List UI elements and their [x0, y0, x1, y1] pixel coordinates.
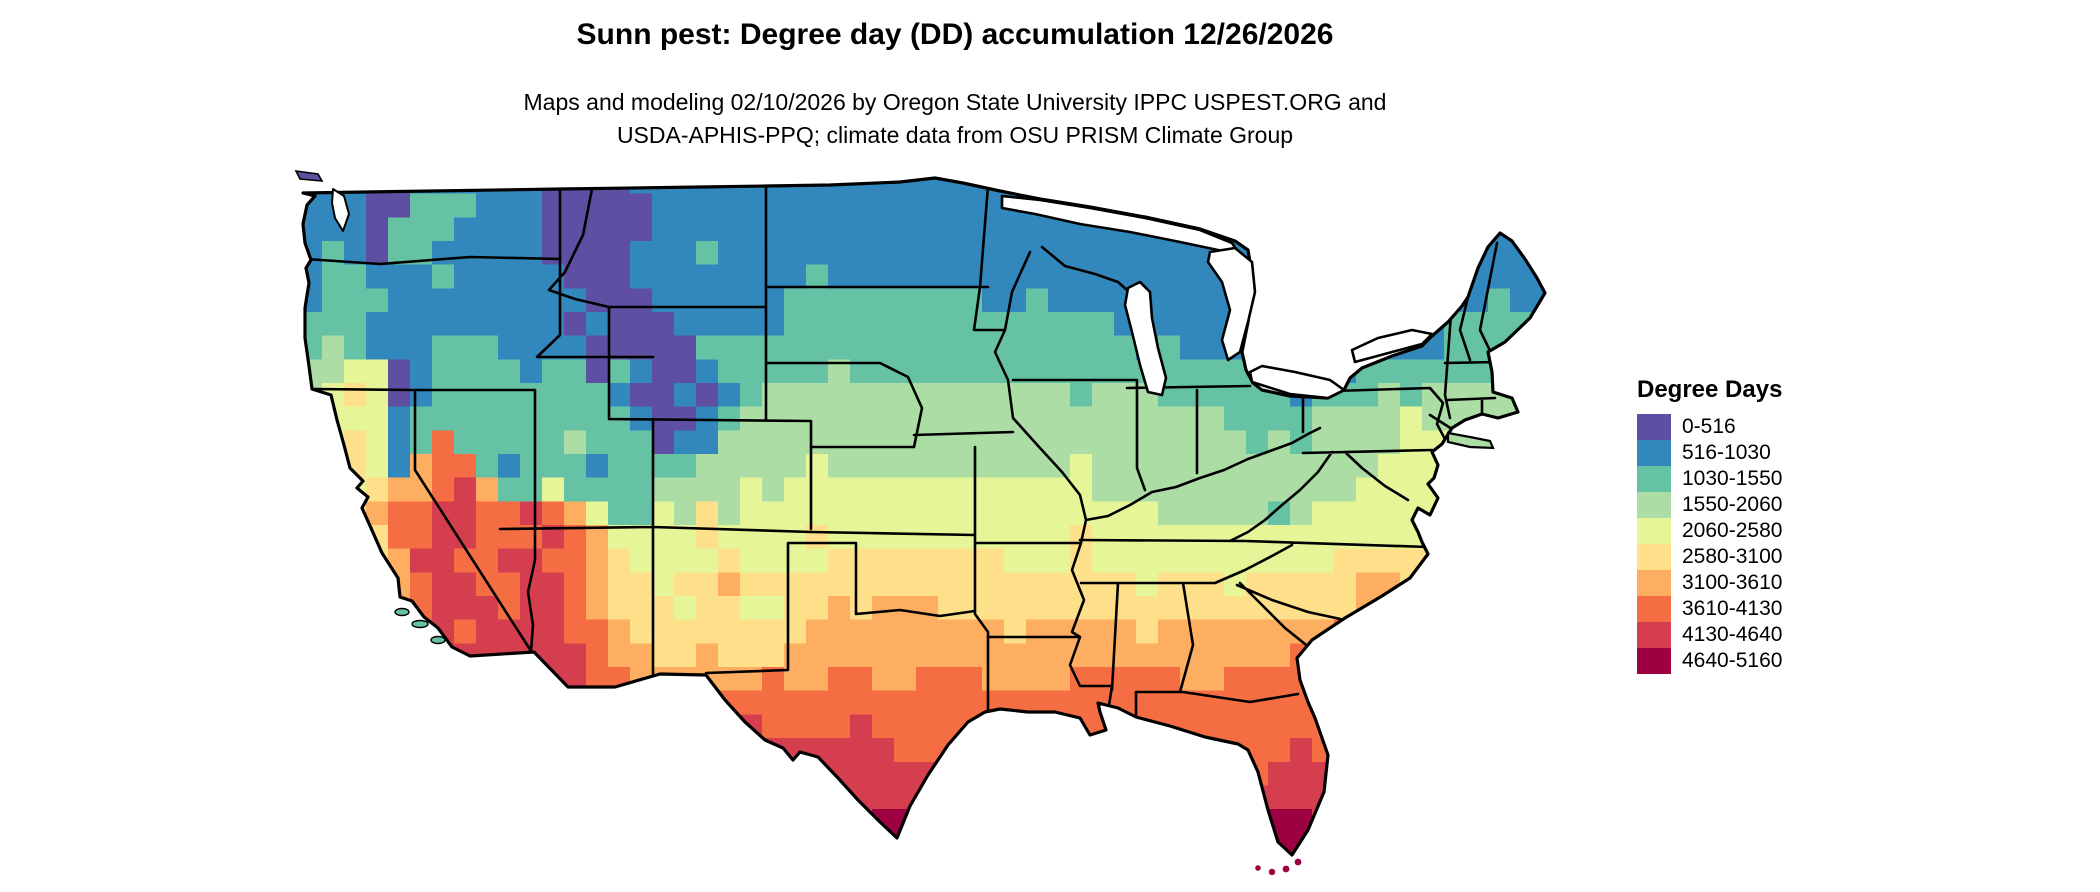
- map-subtitle-line1: Maps and modeling 02/10/2026 by Oregon S…: [523, 89, 1387, 115]
- channel-islands: [394, 607, 446, 645]
- legend-swatch: [1637, 440, 1671, 466]
- legend-swatch: [1637, 492, 1671, 518]
- legend-rows: 0-516 516-1030 1030-1550 1550-2060 2060-2580…: [1637, 414, 1782, 674]
- legend-swatch: [1637, 622, 1671, 648]
- legend-item: 3610-4130: [1637, 596, 1782, 622]
- raster-grid: [303, 178, 1545, 855]
- legend-item-label: 3610-4130: [1682, 597, 1783, 620]
- legend-item: 3100-3610: [1637, 570, 1782, 596]
- legend-item-label: 2580-3100: [1682, 545, 1783, 568]
- legend-item: 516-1030: [1637, 440, 1782, 466]
- map-subtitle-line2: USDA-APHIS-PPQ; climate data from OSU PR…: [616, 122, 1294, 148]
- legend-item-label: 516-1030: [1682, 441, 1771, 464]
- legend-item: 2060-2580: [1637, 518, 1782, 544]
- legend-title: Degree Days: [1637, 376, 1783, 403]
- map-subtitle: Maps and modeling 02/10/2026 by Oregon S…: [0, 86, 1910, 152]
- legend-swatch: [1637, 570, 1671, 596]
- lake-erie: [1248, 364, 1346, 400]
- state-borders: [304, 184, 1500, 720]
- florida-keys: [1255, 858, 1302, 876]
- legend-swatch: [1637, 648, 1671, 674]
- vancouver-island-tip: [294, 170, 324, 182]
- legend-item: 2580-3100: [1637, 544, 1782, 570]
- map-title: Sunn pest: Degree day (DD) accumulation …: [576, 18, 1334, 51]
- legend: Degree Days 0-516 516-1030 1030-1550 1550-2…: [1637, 376, 1782, 674]
- legend-item: 1030-1550: [1637, 466, 1782, 492]
- legend-swatch: [1637, 518, 1671, 544]
- puget-sound: [331, 188, 350, 232]
- legend-item-label: 0-516: [1682, 415, 1736, 438]
- legend-swatch: [1637, 596, 1671, 622]
- legend-item: 4130-4640: [1637, 622, 1782, 648]
- lake-michigan: [1123, 280, 1168, 397]
- legend-swatch: [1637, 466, 1671, 492]
- legend-item-label: 4130-4640: [1682, 623, 1783, 646]
- legend-swatch: [1637, 544, 1671, 570]
- legend-item-label: 1030-1550: [1682, 467, 1783, 490]
- legend-item-label: 1550-2060: [1682, 493, 1783, 516]
- legend-item-label: 4640-5160: [1682, 649, 1783, 672]
- lake-huron: [1206, 246, 1257, 362]
- lake-ontario: [1350, 328, 1434, 364]
- legend-item-label: 2060-2580: [1682, 519, 1783, 542]
- legend-item: 0-516: [1637, 414, 1782, 440]
- legend-item: 1550-2060: [1637, 492, 1782, 518]
- legend-item-label: 3100-3610: [1682, 571, 1783, 594]
- legend-swatch: [1637, 414, 1671, 440]
- legend-item: 4640-5160: [1637, 648, 1782, 674]
- long-island: [1446, 431, 1495, 450]
